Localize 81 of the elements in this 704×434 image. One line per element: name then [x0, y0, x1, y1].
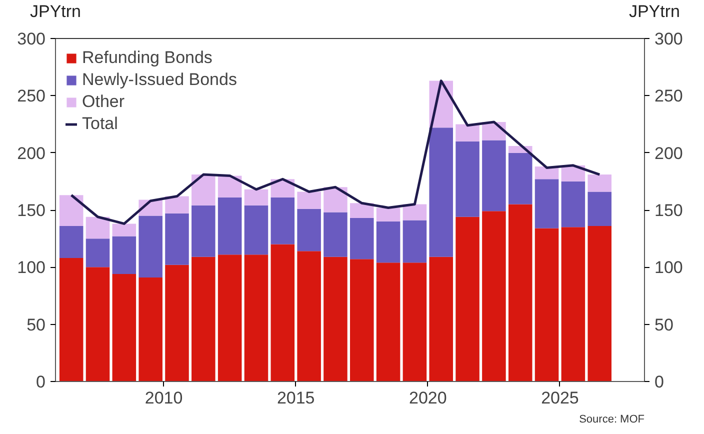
x-tick-label: 2015	[276, 388, 315, 408]
y2-tick-label: 300	[654, 30, 683, 48]
bar	[218, 197, 242, 255]
bar	[508, 204, 532, 382]
bar	[324, 187, 348, 212]
bar	[86, 216, 110, 239]
bar	[192, 205, 216, 257]
x-tick-label: 2025	[541, 388, 579, 408]
y2-tick-label: 50	[654, 315, 674, 334]
bar	[429, 128, 454, 257]
y-axis-title: JPYtrn	[30, 1, 82, 23]
x-tick-label: 2020	[409, 388, 447, 408]
bar	[376, 221, 400, 263]
y2-tick-label: 100	[654, 258, 683, 278]
bar	[456, 216, 480, 382]
bar	[376, 262, 400, 382]
x-tick-label: 2010	[144, 388, 183, 408]
bar	[561, 181, 586, 228]
legend-label: Total	[82, 114, 118, 134]
bar	[138, 277, 162, 382]
bar	[402, 220, 427, 263]
bar	[297, 192, 321, 209]
y-tick-label: 200	[17, 144, 46, 163]
bar	[561, 227, 586, 382]
bar	[270, 197, 295, 244]
bar	[192, 256, 216, 382]
source-note: Source: MOF	[579, 414, 645, 426]
y2-tick-label: 0	[654, 372, 664, 392]
bar	[588, 192, 612, 226]
y-tick-label: 150	[17, 201, 46, 220]
bar	[429, 256, 454, 382]
bar	[165, 213, 189, 265]
bar	[112, 224, 136, 236]
bar	[218, 176, 242, 198]
y-tick-label: 50	[26, 315, 46, 334]
bar	[534, 228, 559, 382]
y2-tick-label: 150	[654, 201, 683, 220]
bar	[508, 152, 532, 204]
y-tick-label: 0	[36, 372, 46, 392]
y-tick-label: 100	[17, 258, 46, 278]
bar	[59, 195, 84, 226]
bar	[218, 254, 242, 382]
bar	[270, 244, 295, 382]
bar	[165, 264, 189, 382]
bar	[324, 212, 348, 257]
y2-axis-title: JPYtrn	[628, 1, 680, 23]
bar	[59, 258, 84, 382]
legend-label: Newly-Issued Bonds	[82, 70, 237, 90]
bar	[112, 236, 136, 274]
y2-tick-label: 250	[654, 86, 683, 106]
legend-label: Refunding Bonds	[82, 48, 212, 68]
bar	[588, 174, 612, 192]
bar	[192, 174, 216, 206]
bar	[244, 254, 268, 382]
bar	[244, 189, 268, 206]
bar	[138, 216, 162, 278]
y-tick-label: 250	[17, 86, 46, 106]
bar	[86, 238, 110, 268]
y-tick-label: 300	[17, 30, 46, 48]
bar	[350, 203, 374, 218]
bar	[588, 226, 612, 382]
bar	[59, 226, 84, 258]
bar	[86, 267, 110, 382]
bar	[402, 204, 427, 220]
bar	[482, 211, 506, 382]
bar	[244, 205, 268, 255]
legend-label: Other	[82, 92, 125, 112]
bar	[534, 179, 559, 228]
bar	[350, 218, 374, 260]
bar	[324, 256, 348, 382]
bar	[376, 208, 400, 222]
bar	[456, 124, 480, 142]
bar	[402, 262, 427, 382]
bar	[297, 208, 321, 252]
y2-tick-label: 200	[654, 144, 683, 163]
bar	[297, 251, 321, 382]
bar	[482, 140, 506, 212]
bar	[350, 259, 374, 382]
bar	[456, 141, 480, 217]
bar	[165, 196, 189, 214]
bar	[112, 274, 136, 382]
